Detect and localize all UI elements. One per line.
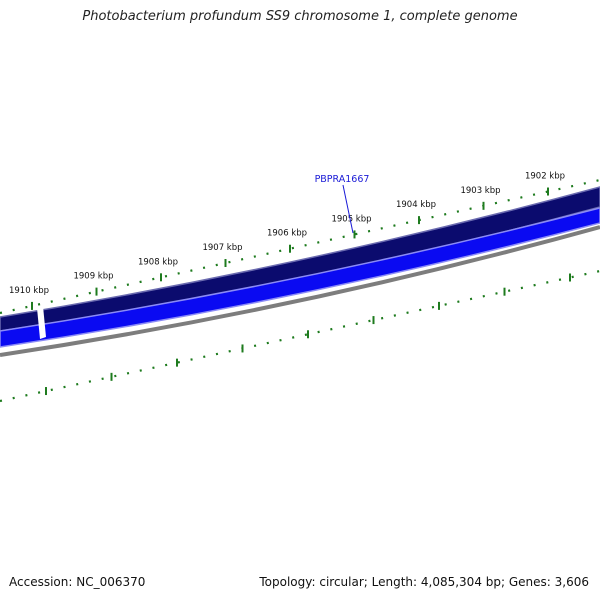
gene-boundary-gap [37,306,46,339]
genome-stats: Topology: circular; Length: 4,085,304 bp… [259,575,589,589]
scale-label: 1910 kbp [9,286,49,296]
scale-label: 1907 kbp [202,243,242,253]
reverse-strand-band [0,207,600,348]
map-title: Photobacterium profundum SS9 chromosome … [82,9,518,24]
scale-label: 1905 kbp [331,214,371,224]
scale-label: 1908 kbp [138,257,178,267]
major-ticks [31,187,571,396]
forward-strand-band [0,186,600,332]
scale-label: 1904 kbp [396,200,436,210]
genome-backbone [0,225,600,357]
scale-label: 1909 kbp [73,272,113,282]
scale-label: 1903 kbp [460,186,500,196]
gene-pointer-line [342,184,354,234]
scale-labels: 1910 kbp 1909 kbp 1908 kbp 1907 kbp 1906 kbp… [9,172,565,296]
scale-label: 1906 kbp [267,229,307,239]
accession-text: Accession: NC_006370 [9,575,146,589]
scale-label: 1902 kbp [525,172,565,182]
gene-label[interactable]: PBPRA1667 [315,174,370,185]
